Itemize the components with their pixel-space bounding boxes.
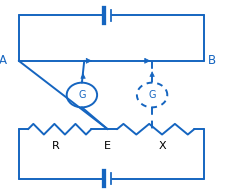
Text: X: X bbox=[159, 141, 166, 151]
Text: E: E bbox=[104, 141, 111, 151]
Text: A: A bbox=[0, 54, 7, 67]
Text: G: G bbox=[148, 90, 156, 100]
Text: G: G bbox=[78, 90, 86, 100]
Text: B: B bbox=[208, 54, 216, 67]
Text: R: R bbox=[52, 141, 60, 151]
